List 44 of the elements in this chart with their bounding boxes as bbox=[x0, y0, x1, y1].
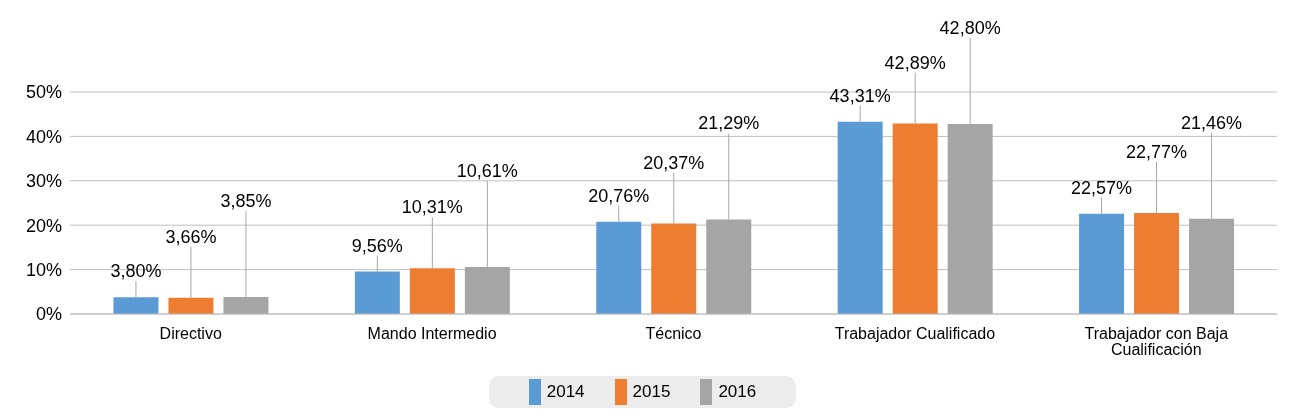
data-label: 10,31% bbox=[401, 197, 463, 218]
y-tick-label: 30% bbox=[25, 171, 62, 192]
bar bbox=[651, 223, 697, 314]
x-tick-label: Trabajador con Baja Cualificación bbox=[1084, 325, 1229, 359]
data-label: 3,66% bbox=[165, 226, 217, 247]
y-tick-label: 0% bbox=[35, 304, 62, 325]
data-label: 3,80% bbox=[110, 261, 162, 282]
legend-label: 2015 bbox=[631, 381, 671, 403]
x-tick-label: Trabajador Cualificado bbox=[834, 325, 996, 343]
bar bbox=[168, 297, 214, 314]
data-label: 10,61% bbox=[456, 160, 518, 181]
bar bbox=[706, 219, 752, 314]
data-label: 42,80% bbox=[939, 17, 1001, 38]
bar bbox=[113, 297, 159, 314]
legend-label: 2014 bbox=[545, 381, 585, 403]
bar bbox=[837, 121, 883, 314]
bar bbox=[1189, 218, 1235, 314]
y-tick-label: 50% bbox=[25, 82, 62, 103]
data-label: 43,31% bbox=[829, 85, 891, 106]
bar bbox=[892, 123, 938, 314]
bar bbox=[947, 123, 993, 314]
data-label: 20,37% bbox=[643, 152, 705, 173]
x-tick-label: Mando Intermedio bbox=[367, 325, 497, 343]
data-label: 9,56% bbox=[351, 235, 403, 256]
bar bbox=[409, 268, 455, 314]
data-label: 42,89% bbox=[884, 52, 946, 73]
y-tick-label: 20% bbox=[25, 215, 62, 236]
x-tick-label: Directivo bbox=[159, 325, 222, 343]
bar bbox=[596, 221, 642, 314]
bar bbox=[464, 266, 510, 314]
y-tick-label: 40% bbox=[25, 126, 62, 147]
legend-label: 2016 bbox=[717, 381, 757, 403]
data-label: 22,57% bbox=[1071, 177, 1133, 198]
data-label: 3,85% bbox=[220, 190, 272, 211]
bar bbox=[223, 296, 269, 314]
data-label: 21,46% bbox=[1181, 112, 1243, 133]
bar bbox=[354, 271, 400, 314]
bar bbox=[1079, 213, 1125, 314]
y-tick-label: 10% bbox=[25, 259, 62, 280]
data-label: 20,76% bbox=[588, 185, 650, 206]
bar bbox=[1134, 212, 1180, 314]
x-tick-label: Técnico bbox=[645, 325, 702, 343]
data-label: 21,29% bbox=[698, 113, 760, 134]
data-label: 22,77% bbox=[1126, 141, 1188, 162]
